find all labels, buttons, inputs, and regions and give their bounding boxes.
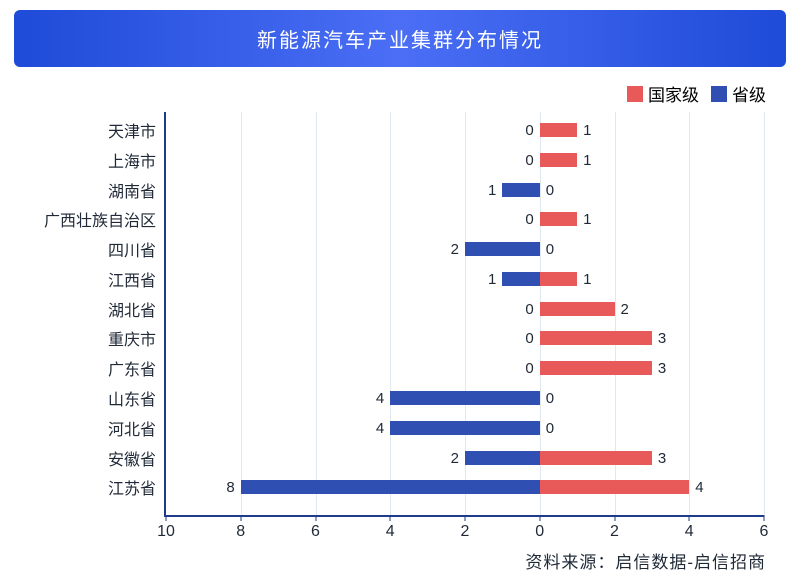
x-tick: 10 bbox=[157, 523, 175, 541]
x-tick: 4 bbox=[386, 523, 395, 541]
chart-container: 新能源汽车产业集群分布情况 国家级 省级 1086420246天津市01上海市0… bbox=[0, 0, 800, 581]
legend-label-national: 国家级 bbox=[648, 81, 699, 106]
value-label-right: 3 bbox=[658, 450, 666, 467]
category-label: 安徽省 bbox=[108, 446, 156, 470]
value-label-left: 2 bbox=[451, 241, 459, 258]
bar-row: 湖北省02 bbox=[166, 301, 764, 317]
value-label-left: 4 bbox=[376, 420, 384, 437]
category-label: 四川省 bbox=[108, 237, 156, 261]
chart-title: 新能源汽车产业集群分布情况 bbox=[14, 10, 786, 67]
value-label-left: 0 bbox=[525, 122, 533, 139]
value-label-left: 0 bbox=[525, 301, 533, 318]
bar-provincial: 8 bbox=[241, 480, 540, 494]
bar-row: 上海市01 bbox=[166, 152, 764, 168]
bar-national: 1 bbox=[540, 272, 577, 286]
value-label-right: 1 bbox=[583, 271, 591, 288]
value-label-left: 4 bbox=[376, 390, 384, 407]
category-label: 江西省 bbox=[108, 267, 156, 291]
category-label: 广西壮族自治区 bbox=[44, 207, 156, 231]
value-label-left: 2 bbox=[451, 450, 459, 467]
value-label-left: 1 bbox=[488, 182, 496, 199]
category-label: 河北省 bbox=[108, 416, 156, 440]
value-label-right: 0 bbox=[546, 420, 554, 437]
value-label-left: 1 bbox=[488, 271, 496, 288]
category-label: 广东省 bbox=[108, 356, 156, 380]
x-tick: 6 bbox=[311, 523, 320, 541]
value-label-left: 8 bbox=[226, 479, 234, 496]
chart-area: 1086420246天津市01上海市01湖南省10广西壮族自治区01四川省20江… bbox=[14, 112, 786, 542]
legend: 国家级 省级 bbox=[14, 67, 786, 112]
bar-national: 1 bbox=[540, 123, 577, 137]
bar-provincial: 2 bbox=[465, 242, 540, 256]
value-label-left: 0 bbox=[525, 211, 533, 228]
bar-national: 1 bbox=[540, 153, 577, 167]
bar-provincial: 2 bbox=[465, 451, 540, 465]
bar-provincial: 4 bbox=[390, 391, 540, 405]
legend-item-national: 国家级 bbox=[627, 81, 699, 106]
x-tick: 6 bbox=[760, 523, 769, 541]
legend-swatch-provincial bbox=[711, 86, 727, 102]
legend-label-provincial: 省级 bbox=[732, 81, 766, 106]
category-label: 湖南省 bbox=[108, 178, 156, 202]
category-label: 重庆市 bbox=[108, 326, 156, 350]
bar-row: 重庆市03 bbox=[166, 330, 764, 346]
legend-swatch-national bbox=[627, 86, 643, 102]
x-tick: 8 bbox=[236, 523, 245, 541]
value-label-left: 0 bbox=[525, 152, 533, 169]
x-tick: 2 bbox=[610, 523, 619, 541]
value-label-right: 2 bbox=[621, 301, 629, 318]
bar-row: 山东省40 bbox=[166, 390, 764, 406]
x-tick: 0 bbox=[535, 523, 544, 541]
bar-national: 3 bbox=[540, 451, 652, 465]
category-label: 江苏省 bbox=[108, 475, 156, 499]
bar-row: 河北省40 bbox=[166, 420, 764, 436]
source-text: 资料来源：启信数据-启信招商 bbox=[14, 542, 786, 573]
bar-row: 广东省03 bbox=[166, 360, 764, 376]
bar-row: 江西省11 bbox=[166, 271, 764, 287]
bar-national: 3 bbox=[540, 361, 652, 375]
category-label: 湖北省 bbox=[108, 297, 156, 321]
value-label-left: 0 bbox=[525, 360, 533, 377]
value-label-right: 1 bbox=[583, 152, 591, 169]
bar-provincial: 4 bbox=[390, 421, 540, 435]
bar-national: 2 bbox=[540, 302, 615, 316]
bar-row: 江苏省84 bbox=[166, 479, 764, 495]
value-label-right: 0 bbox=[546, 241, 554, 258]
bar-national: 3 bbox=[540, 331, 652, 345]
value-label-right: 3 bbox=[658, 360, 666, 377]
legend-item-provincial: 省级 bbox=[711, 81, 766, 106]
value-label-left: 0 bbox=[525, 330, 533, 347]
bar-row: 四川省20 bbox=[166, 241, 764, 257]
value-label-right: 0 bbox=[546, 182, 554, 199]
x-tick: 2 bbox=[461, 523, 470, 541]
bar-national: 4 bbox=[540, 480, 690, 494]
x-tick: 4 bbox=[685, 523, 694, 541]
category-label: 上海市 bbox=[108, 148, 156, 172]
value-label-right: 4 bbox=[695, 479, 703, 496]
category-label: 山东省 bbox=[108, 386, 156, 410]
plot-area: 1086420246天津市01上海市01湖南省10广西壮族自治区01四川省20江… bbox=[164, 112, 764, 517]
bar-row: 天津市01 bbox=[166, 122, 764, 138]
value-label-right: 1 bbox=[583, 122, 591, 139]
bar-national: 1 bbox=[540, 212, 577, 226]
category-label: 天津市 bbox=[108, 118, 156, 142]
value-label-right: 3 bbox=[658, 330, 666, 347]
bar-row: 广西壮族自治区01 bbox=[166, 211, 764, 227]
bar-provincial: 1 bbox=[502, 183, 539, 197]
bar-row: 安徽省23 bbox=[166, 450, 764, 466]
bar-provincial: 1 bbox=[502, 272, 539, 286]
bar-row: 湖南省10 bbox=[166, 182, 764, 198]
value-label-right: 1 bbox=[583, 211, 591, 228]
value-label-right: 0 bbox=[546, 390, 554, 407]
